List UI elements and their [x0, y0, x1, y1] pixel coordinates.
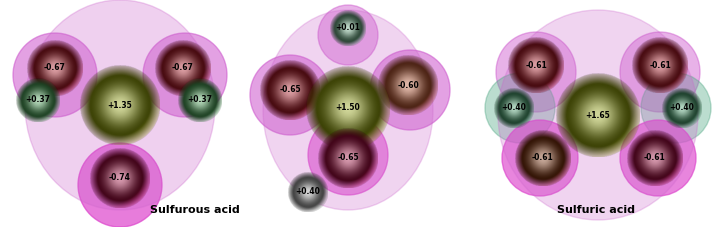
Text: +0.01: +0.01 — [336, 24, 360, 32]
Ellipse shape — [496, 32, 576, 112]
Text: +1.50: +1.50 — [336, 104, 360, 113]
Text: +0.40: +0.40 — [669, 104, 695, 113]
Text: -0.61: -0.61 — [649, 61, 671, 69]
Ellipse shape — [318, 5, 378, 65]
Ellipse shape — [308, 115, 388, 195]
Text: +0.40: +0.40 — [296, 188, 321, 197]
Text: +0.37: +0.37 — [188, 96, 213, 104]
Text: +0.37: +0.37 — [25, 96, 50, 104]
Text: -0.61: -0.61 — [532, 153, 554, 163]
Text: Sulfurous acid: Sulfurous acid — [150, 205, 240, 215]
Ellipse shape — [485, 73, 555, 143]
Text: +1.65: +1.65 — [585, 111, 610, 119]
Text: -0.67: -0.67 — [44, 64, 66, 72]
Ellipse shape — [13, 33, 97, 117]
Text: +1.35: +1.35 — [108, 101, 132, 109]
Ellipse shape — [641, 73, 711, 143]
Text: -0.65: -0.65 — [337, 153, 359, 163]
Ellipse shape — [78, 143, 162, 227]
Ellipse shape — [143, 33, 227, 117]
Ellipse shape — [250, 55, 330, 135]
Ellipse shape — [370, 50, 450, 130]
Text: -0.65: -0.65 — [279, 86, 301, 94]
Ellipse shape — [502, 120, 578, 196]
Ellipse shape — [498, 10, 698, 220]
Ellipse shape — [263, 10, 433, 210]
Ellipse shape — [620, 32, 700, 112]
Text: -0.60: -0.60 — [397, 81, 419, 89]
Text: +0.40: +0.40 — [502, 104, 526, 113]
Text: -0.61: -0.61 — [644, 153, 666, 163]
Text: -0.67: -0.67 — [172, 64, 194, 72]
Ellipse shape — [620, 120, 696, 196]
Ellipse shape — [25, 0, 215, 210]
Text: -0.74: -0.74 — [109, 173, 131, 183]
Text: -0.61: -0.61 — [525, 61, 547, 69]
Text: Sulfuric acid: Sulfuric acid — [557, 205, 635, 215]
